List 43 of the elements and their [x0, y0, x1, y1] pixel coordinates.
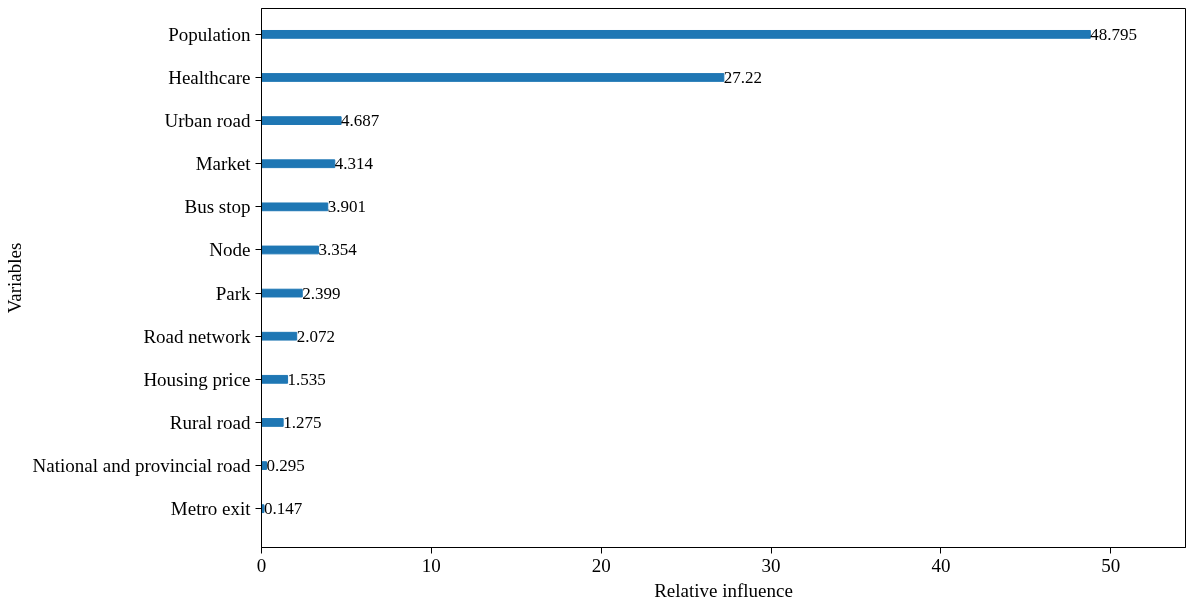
data-label: 1.535 [287, 369, 326, 389]
y-tick-label: Population [168, 23, 251, 45]
data-label: 2.399 [302, 283, 341, 303]
data-label: 27.22 [723, 67, 763, 87]
data-label: 4.314 [334, 154, 374, 174]
bar [261, 245, 319, 255]
bar [261, 418, 284, 427]
y-tick-label: Healthcare [168, 66, 251, 88]
y-tick-label: Housing price [143, 368, 251, 390]
bar [261, 116, 342, 125]
data-label: 0.295 [266, 456, 305, 476]
y-tick-label: Road network [143, 325, 251, 347]
data-label: 48.795 [1090, 24, 1138, 44]
y-tick-label: Metro exit [170, 498, 252, 520]
bar [261, 331, 298, 341]
y-tick-label: Park [215, 282, 251, 304]
bar [261, 374, 289, 384]
bar [261, 288, 303, 298]
bar [261, 73, 725, 82]
y-tick-label: National and provincial road [32, 455, 251, 477]
x-axis-title: Relative influence [654, 579, 793, 601]
y-tick-label: Rural road [169, 411, 251, 433]
bar [261, 159, 336, 169]
bar [261, 202, 329, 212]
x-tick-label: 0 [256, 554, 267, 576]
data-label: 2.072 [296, 326, 335, 346]
data-label: 0.147 [264, 499, 303, 519]
x-tick-label: 10 [421, 554, 441, 576]
data-label: 3.354 [318, 240, 358, 260]
data-label: 1.275 [283, 412, 322, 432]
y-tick-label: Market [195, 153, 252, 175]
y-tick-label: Node [209, 239, 251, 261]
x-tick-label: 20 [591, 554, 611, 576]
x-tick-label: 40 [931, 554, 951, 576]
y-tick-label: Urban road [164, 110, 251, 132]
y-tick-label: Bus stop [184, 196, 251, 218]
bar [261, 29, 1091, 39]
y-axis-title: Variables [3, 242, 25, 314]
x-tick-label: 50 [1101, 554, 1121, 576]
bar [261, 461, 268, 470]
x-tick-label: 30 [761, 554, 781, 576]
data-label: 3.901 [327, 197, 367, 217]
data-label: 4.687 [341, 111, 380, 131]
